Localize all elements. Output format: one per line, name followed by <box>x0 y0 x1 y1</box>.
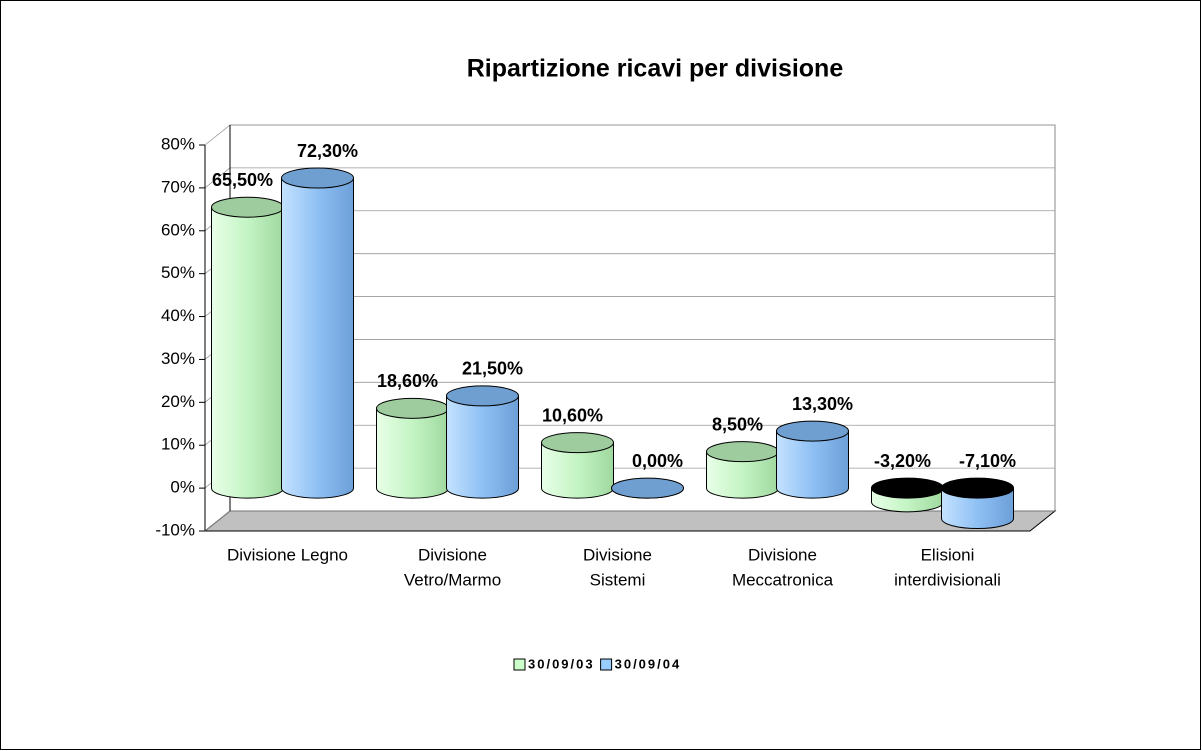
bar-top <box>941 477 1014 499</box>
value-label: 18,60% <box>377 371 438 391</box>
bar-top <box>611 477 684 499</box>
legend-swatch <box>600 658 613 671</box>
value-label: 21,50% <box>462 359 523 379</box>
bar <box>941 477 1014 530</box>
x-tick-label: Elisioni <box>921 545 975 564</box>
y-tick-label: 20% <box>161 392 195 411</box>
bar-top <box>376 397 449 419</box>
value-label: 13,30% <box>792 394 853 414</box>
bar <box>706 441 779 499</box>
bar-body <box>281 177 354 499</box>
x-tick-label: interdivisionali <box>894 570 1001 589</box>
legend-swatch <box>513 658 526 671</box>
y-tick-label: 10% <box>161 435 195 454</box>
value-label: 65,50% <box>212 170 273 190</box>
x-tick-label: Sistemi <box>590 570 646 589</box>
bar <box>610 477 685 499</box>
bar-body <box>776 430 849 499</box>
y-tick-label: 0% <box>170 478 195 497</box>
x-tick-label: Divisione <box>418 545 487 564</box>
value-label: 8,50% <box>712 414 763 434</box>
legend-label: 30/09/03 <box>528 656 595 671</box>
bar-top <box>446 385 519 407</box>
bar-body <box>446 395 519 499</box>
bar-body <box>941 487 1014 530</box>
x-tick-label: Divisione <box>748 545 817 564</box>
y-tick-label: 50% <box>161 263 195 282</box>
y-tick-label: 70% <box>161 177 195 196</box>
x-tick-label: Vetro/Marmo <box>404 570 501 589</box>
y-tick-label: 60% <box>161 220 195 239</box>
value-label: -3,20% <box>874 451 931 471</box>
value-label: 72,30% <box>297 141 358 161</box>
legend-label: 30/09/04 <box>615 656 682 671</box>
bar-top <box>281 167 354 189</box>
value-label: 0,00% <box>632 451 683 471</box>
bar-top <box>706 441 779 463</box>
y-tick-label: -10% <box>155 520 195 539</box>
bar-body <box>211 206 284 499</box>
bar <box>446 385 519 499</box>
bar <box>871 477 944 513</box>
y-tick-label: 40% <box>161 306 195 325</box>
bar <box>281 167 354 499</box>
value-label: 10,60% <box>542 405 603 425</box>
x-tick-label: Meccatronica <box>732 570 834 589</box>
x-tick-label: Divisione Legno <box>227 545 348 564</box>
chart-title: Ripartizione ricavi per divisione <box>467 55 844 83</box>
value-label: -7,10% <box>959 451 1016 471</box>
bar <box>376 397 449 499</box>
floor <box>203 510 1057 532</box>
bar <box>776 420 849 499</box>
y-tick-label: 30% <box>161 349 195 368</box>
bar <box>541 432 614 499</box>
bar-top <box>211 196 284 218</box>
bar <box>211 196 284 499</box>
y-tick-label: 80% <box>161 134 195 153</box>
bar-top <box>541 432 614 454</box>
bar-top <box>871 477 944 499</box>
bar-body <box>376 407 449 499</box>
x-tick-label: Divisione <box>583 545 652 564</box>
bar-top <box>776 420 849 442</box>
